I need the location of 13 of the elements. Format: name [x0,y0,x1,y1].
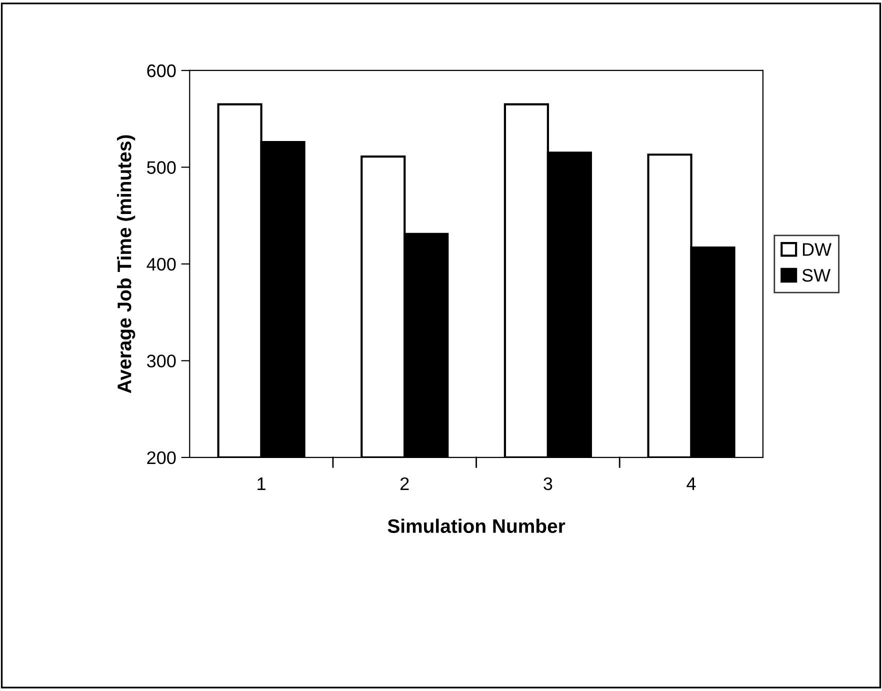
x-tick-label: 1 [258,478,266,490]
x-axis-title: Simulation Number [388,518,566,533]
y-tick-label: 300 [147,354,176,368]
y-tick-label: 600 [147,64,176,78]
y-tick-label: 200 [147,451,176,464]
y-tick-label: 500 [147,161,176,174]
legend-label: SW [802,268,831,282]
x-tick-label: 4 [686,478,696,490]
legend-label: DW [802,243,832,256]
y-tick-label: 400 [146,258,176,271]
x-tick-label: 3 [544,477,552,490]
x-tick-label: 2 [400,477,409,490]
y-axis-title: Average Job Time (minutes) [116,135,136,394]
